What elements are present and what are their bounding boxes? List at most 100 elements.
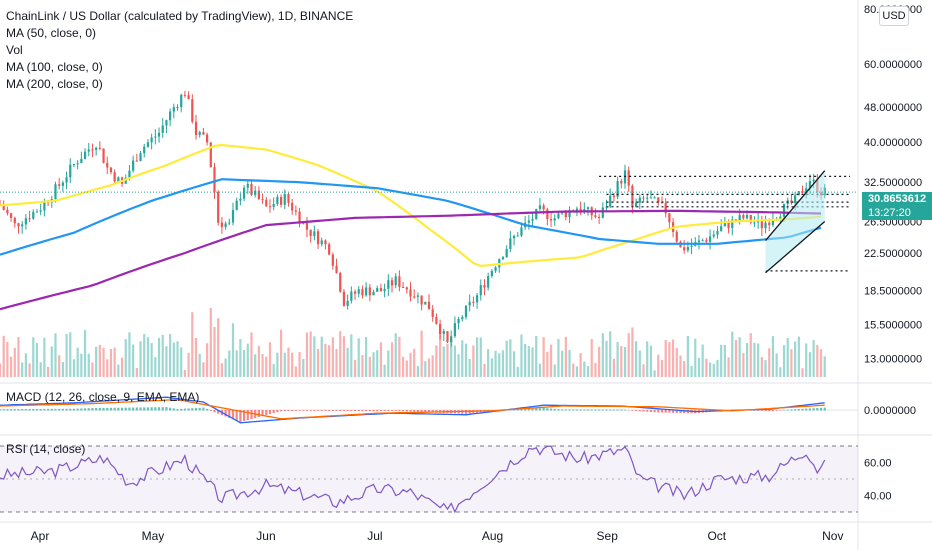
candle-body [657, 197, 660, 203]
candle-body [649, 197, 653, 199]
macd-histogram-bar [113, 407, 116, 411]
candle-body [668, 213, 671, 223]
legend-ma50[interactable]: MA (50, close, 0) [6, 26, 97, 40]
candle-body [157, 132, 161, 137]
volume-bar [265, 356, 268, 377]
candle-body [58, 184, 61, 186]
legend-ma200[interactable]: MA (200, close, 0) [6, 77, 103, 91]
volume-bar [302, 359, 305, 377]
volume-bar [21, 362, 24, 377]
volume-bar [660, 360, 664, 377]
volume-bar [383, 364, 386, 377]
macd-signal-line [0, 398, 825, 420]
volume-bar [387, 350, 390, 377]
volume-bar [734, 340, 738, 377]
macd-histogram-bar [313, 410, 316, 411]
macd-histogram-bar [246, 410, 249, 421]
macd-histogram-bar [58, 408, 61, 411]
macd-histogram-bar [165, 407, 168, 411]
candle-body [379, 288, 383, 292]
macd-histogram-bar [72, 408, 76, 411]
candle-body [254, 190, 257, 195]
macd-histogram-bar [653, 410, 656, 413]
macd-label[interactable]: MACD (12, 26, close, 9, EMA, EMA) [6, 390, 200, 404]
volume-bar [505, 340, 508, 377]
volume-bar [668, 342, 671, 377]
candle-body [468, 301, 471, 306]
volume-bar [305, 332, 309, 377]
volume-bar [620, 346, 623, 377]
candle-body [427, 301, 431, 310]
macd-histogram-bar [69, 408, 72, 411]
macd-histogram-bar [124, 407, 127, 411]
volume-bar [272, 364, 275, 377]
volume-bar [586, 366, 590, 377]
legend-vol[interactable]: Vol [6, 43, 23, 57]
candle-body [13, 217, 16, 224]
macd-histogram-bar [642, 410, 645, 412]
macd-histogram-bar [512, 409, 516, 411]
macd-histogram-bar [542, 407, 545, 411]
candle-body [683, 247, 686, 251]
macd-histogram-bar [405, 410, 408, 412]
volume-bar [760, 357, 763, 377]
rsi-label[interactable]: RSI (14, close) [6, 442, 86, 456]
volume-bar [457, 354, 460, 377]
candle-body [472, 301, 475, 303]
volume-bar [745, 343, 749, 377]
candle-body [32, 211, 35, 219]
volume-bar [87, 353, 90, 377]
candle-body [154, 136, 157, 138]
macd-histogram-bar [146, 407, 150, 411]
candle-body [768, 222, 771, 226]
volume-bar [76, 347, 79, 377]
macd-histogram-bar [28, 409, 31, 411]
volume-bar [328, 345, 331, 377]
volume-bar [727, 357, 730, 377]
candle-body [642, 197, 645, 199]
x-tick-label: Nov [822, 529, 843, 543]
currency-button[interactable]: USD [879, 6, 909, 26]
candle-body [727, 221, 730, 228]
volume-bar [671, 339, 675, 377]
volume-bar [657, 354, 660, 377]
macd-histogram-bar [261, 410, 264, 417]
volume-bar [731, 331, 734, 377]
macd-histogram-bar [431, 410, 434, 413]
volume-bar [753, 342, 756, 377]
volume-bar [501, 350, 505, 377]
volume-bar [720, 344, 723, 377]
macd-histogram-bar [61, 408, 64, 411]
macd-histogram-bar [568, 409, 571, 411]
candle-body [202, 132, 205, 135]
macd-histogram-bar [594, 409, 597, 411]
candle-body [98, 147, 101, 149]
macd-histogram-bar [675, 410, 678, 413]
macd-histogram-bar [169, 407, 172, 411]
candle-body [194, 121, 198, 136]
volume-bar [372, 352, 375, 377]
candle-body [424, 301, 427, 305]
macd-histogram-bar [339, 410, 342, 412]
volume-bar [24, 353, 27, 377]
macd-histogram-bar [298, 410, 301, 411]
volume-bar [268, 342, 272, 377]
volume-bar [601, 333, 604, 377]
candle-body [106, 162, 109, 168]
volume-bar [572, 363, 575, 377]
candle-body [294, 210, 297, 212]
macd-histogram-bar [398, 410, 401, 412]
macd-histogram-bar [324, 410, 327, 411]
volume-bar [335, 349, 338, 377]
macd-histogram-bar [786, 409, 789, 411]
candle-body [638, 197, 641, 203]
candle-body [535, 208, 538, 220]
ma100-line [0, 178, 822, 256]
macd-histogram-bar [361, 410, 364, 412]
candle-body [690, 245, 693, 247]
macd-histogram-bar [276, 410, 279, 413]
volume-bar [0, 363, 2, 377]
legend-ma100[interactable]: MA (100, close, 0) [6, 60, 103, 74]
candle-body [28, 218, 31, 220]
